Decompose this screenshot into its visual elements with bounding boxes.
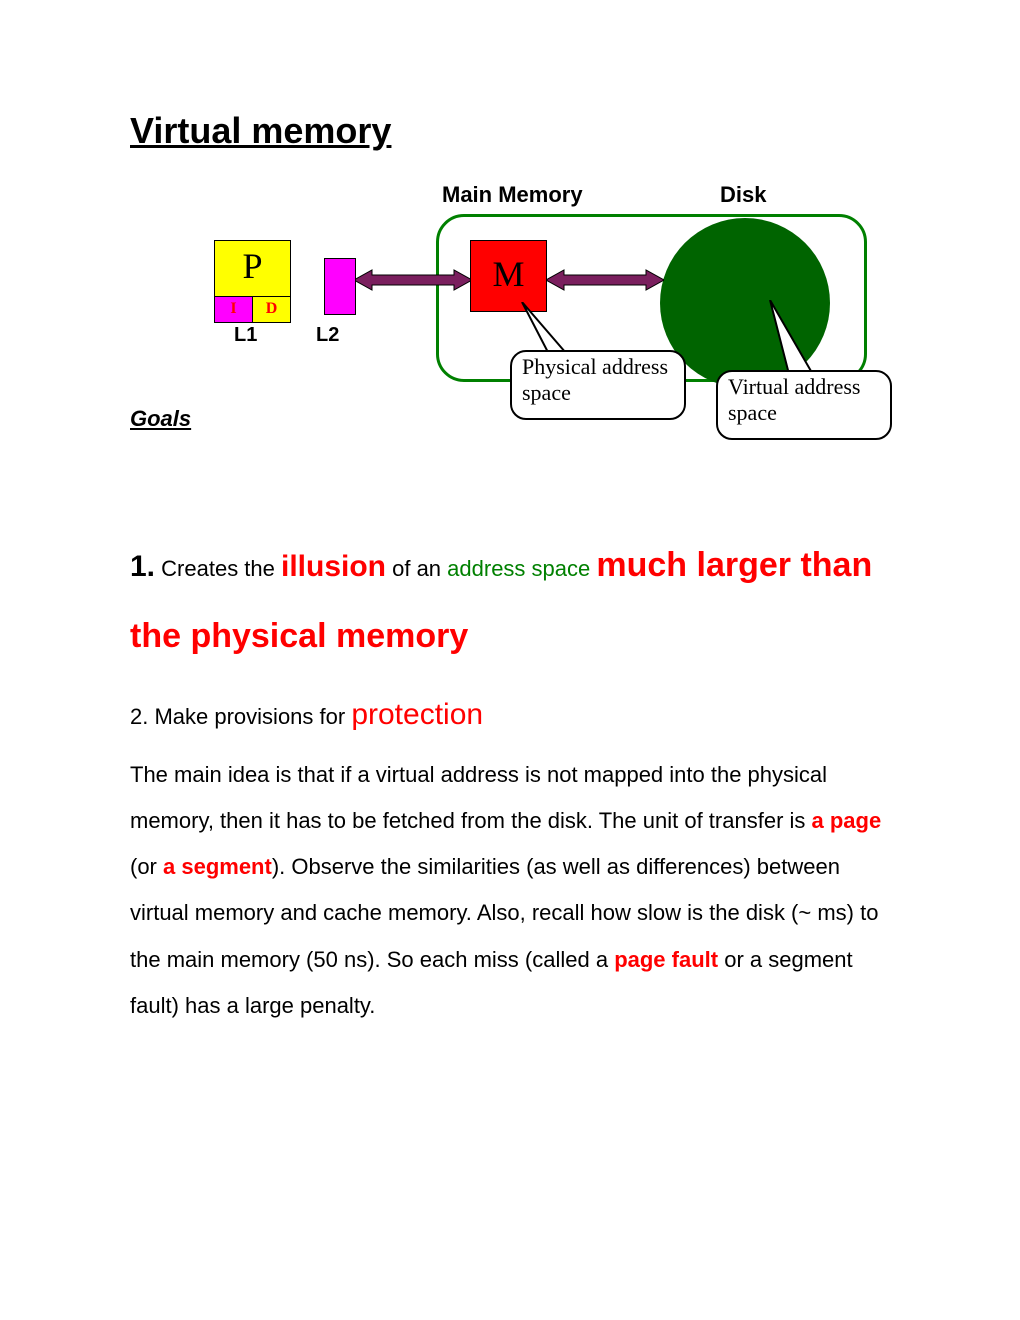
- para-a: The main idea is that if a virtual addre…: [130, 762, 827, 833]
- l2-label: L2: [316, 324, 339, 347]
- l2-box: [324, 258, 356, 315]
- goals-heading: Goals: [130, 406, 191, 432]
- i-box: I: [214, 296, 253, 323]
- p-box: P: [214, 240, 291, 297]
- goal1-c: of an: [386, 556, 447, 581]
- goal2-a: 2. Make provisions for: [130, 704, 351, 729]
- callout-virtual: Virtual address space: [716, 370, 892, 440]
- goal1-a: Creates the: [161, 556, 281, 581]
- goal1-illusion: illusion: [281, 550, 386, 583]
- para-page: a page: [812, 808, 882, 833]
- label-main-memory: Main Memory: [442, 182, 583, 208]
- para-segment: a segment: [163, 854, 272, 879]
- para-pagefault: page fault: [614, 947, 718, 972]
- label-disk: Disk: [720, 182, 766, 208]
- callout2-tail: [750, 300, 830, 380]
- l1-label: L1: [234, 324, 257, 347]
- goal1-number: 1.: [130, 550, 155, 583]
- para-c: (or: [130, 854, 163, 879]
- page: Virtual memory Main Memory Disk M P I D …: [0, 0, 1020, 1320]
- body-text: 1. Creates the illusion of an address sp…: [130, 530, 890, 1029]
- goal1-address-space: address space: [447, 556, 590, 581]
- arrow-l2-m: [354, 268, 472, 292]
- goal2-protection: protection: [351, 698, 483, 731]
- callout-physical: Physical address space: [510, 350, 686, 420]
- page-title: Virtual memory: [130, 110, 391, 152]
- arrow-m-disk: [546, 268, 664, 292]
- d-box: D: [252, 296, 291, 323]
